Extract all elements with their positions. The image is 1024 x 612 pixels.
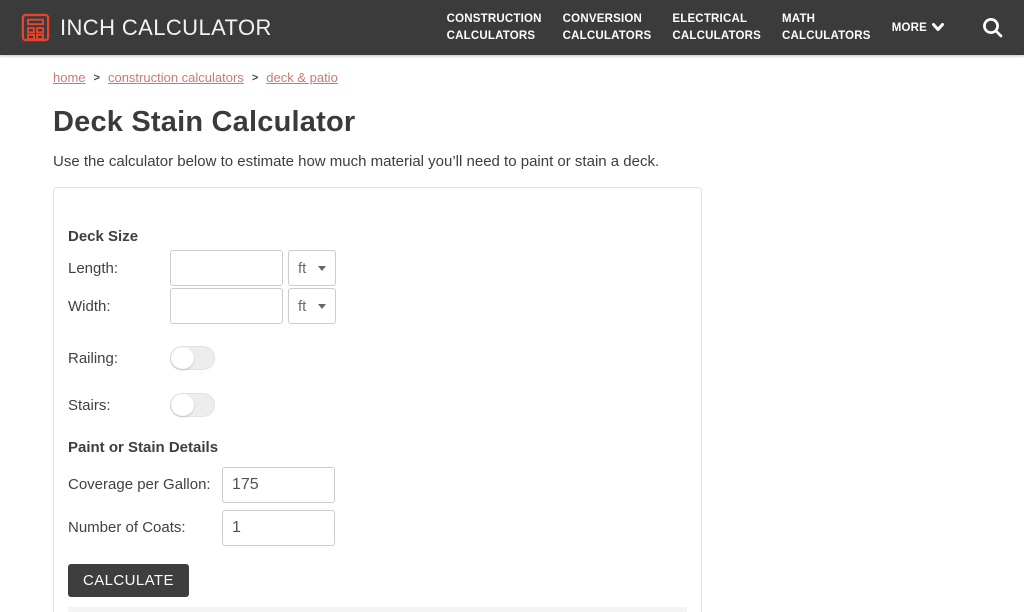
search-button[interactable] [981, 16, 1004, 39]
nav-math-calculators[interactable]: MATH CALCULATORS [782, 12, 871, 42]
page-content: home > construction calculators > deck &… [0, 70, 1024, 612]
caret-down-icon [318, 265, 326, 271]
width-unit-select[interactable]: ft [288, 288, 336, 324]
coats-label: Number of Coats: [68, 519, 186, 536]
railing-label: Railing: [68, 349, 119, 367]
brand-title: INCH CALCULATOR [60, 14, 272, 40]
toggle-knob [171, 347, 194, 369]
toggle-knob [171, 394, 194, 416]
breadcrumb-separator: > [93, 71, 100, 84]
caret-down-icon [318, 303, 326, 309]
length-unit-value: ft [298, 259, 307, 277]
coverage-input[interactable] [222, 467, 335, 503]
coats-input[interactable] [222, 510, 335, 546]
main-nav: CONSTRUCTION CALCULATORS CONVERSION CALC… [447, 11, 1004, 45]
length-row: Length: ft [68, 250, 687, 286]
calculator-icon [20, 12, 51, 43]
search-icon [981, 16, 1004, 39]
coats-row: Number of Coats: [68, 510, 687, 546]
page-subtitle: Use the calculator below to estimate how… [53, 153, 660, 170]
length-input[interactable] [170, 250, 283, 286]
stairs-row: Stairs: [68, 393, 687, 417]
width-label: Width: [68, 297, 111, 315]
deck-size-heading: Deck Size [68, 228, 139, 245]
nav-conversion-calculators[interactable]: CONVERSION CALCULATORS [562, 12, 652, 42]
railing-row: Railing: [68, 346, 687, 370]
breadcrumb: home > construction calculators > deck &… [53, 70, 1024, 85]
stairs-toggle[interactable] [170, 393, 215, 417]
results-area [68, 607, 687, 612]
calculator-panel: Deck Size Length: ft Width: ft Railing: [53, 187, 702, 612]
breadcrumb-construction-calculators[interactable]: construction calculators [107, 70, 244, 85]
coverage-row: Coverage per Gallon: [68, 467, 687, 503]
breadcrumb-deck-patio[interactable]: deck & patio [266, 70, 338, 85]
brand-logo[interactable]: INCH CALCULATOR [20, 12, 272, 43]
railing-toggle[interactable] [170, 346, 215, 370]
nav-more-menu[interactable]: MORE [892, 22, 944, 34]
breadcrumb-separator: > [251, 71, 259, 84]
coverage-label: Coverage per Gallon: [68, 476, 211, 493]
length-unit-select[interactable]: ft [288, 250, 336, 286]
stairs-label: Stairs: [68, 396, 111, 414]
site-header: INCH CALCULATOR CONSTRUCTION CALCULATORS… [0, 0, 1024, 55]
width-row: Width: ft [68, 288, 687, 324]
width-input[interactable] [170, 288, 283, 324]
width-unit-value: ft [298, 297, 307, 315]
nav-construction-calculators[interactable]: CONSTRUCTION CALCULATORS [446, 12, 542, 42]
chevron-down-icon [927, 23, 944, 32]
paint-details-heading: Paint or Stain Details [68, 439, 219, 456]
page-title: Deck Stain Calculator [53, 106, 356, 138]
nav-electrical-calculators[interactable]: ELECTRICAL CALCULATORS [672, 12, 762, 42]
length-label: Length: [68, 259, 119, 277]
calculate-button[interactable]: CALCULATE [68, 564, 189, 597]
breadcrumb-home[interactable]: home [53, 70, 86, 85]
